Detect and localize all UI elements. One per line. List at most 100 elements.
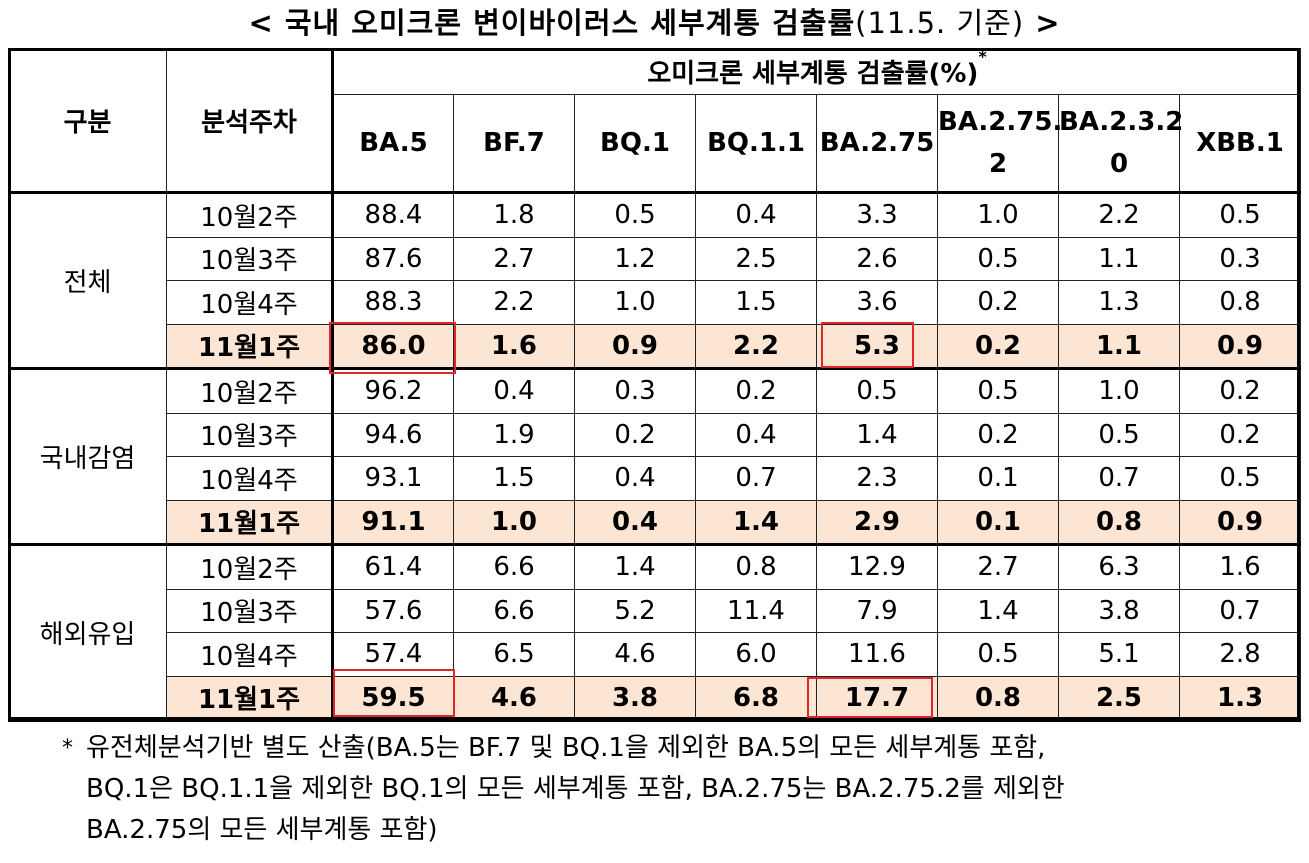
- footnote-marker: *: [62, 736, 73, 761]
- value-cell: 0.4: [574, 456, 696, 501]
- header-variant-line: BQ.1: [600, 128, 670, 158]
- value-cell: 96.2: [332, 368, 454, 414]
- value-cell: 2.5: [695, 236, 817, 281]
- value-cell: 0.2: [937, 412, 1059, 457]
- value-cell: 0.2: [1178, 412, 1302, 457]
- value-cell: 0.5: [937, 236, 1059, 281]
- value-cell: 3.8: [574, 675, 696, 722]
- value-cell: 11.6: [816, 632, 938, 677]
- header-variant: BA.2.75: [816, 94, 938, 194]
- value-cell: 0.7: [695, 456, 817, 501]
- table-row: 11월1주 59.5 4.6 3.8 6.8 17.7 0.8 2.5 1.3: [9, 675, 1302, 722]
- value-cell: 57.4: [332, 632, 454, 677]
- value-cell: 0.1: [937, 499, 1059, 546]
- value-cell: 1.5: [453, 456, 575, 501]
- week-cell: 10월3주: [166, 588, 334, 633]
- value-cell: 87.6: [332, 236, 454, 281]
- value-cell: 0.3: [1178, 236, 1302, 281]
- value-cell: 6.3: [1058, 544, 1180, 590]
- value-cell: 6.0: [695, 632, 817, 677]
- week-cell: 10월4주: [166, 632, 334, 677]
- footnote-text-1: 유전체분석기반 별도 산출(BA.5는 BF.7 및 BQ.1을 제외한 BA.…: [86, 733, 1046, 763]
- value-cell: 91.1: [332, 499, 454, 546]
- value-cell: 61.4: [332, 544, 454, 590]
- table-row: 10월4주 57.4 6.5 4.6 6.0 11.6 0.5 5.1 2.8: [9, 632, 1302, 677]
- week-cell: 10월2주: [166, 368, 334, 414]
- value-cell: 2.2: [453, 280, 575, 325]
- value-cell: 1.9: [453, 412, 575, 457]
- title-end: >: [1024, 6, 1061, 40]
- value-cell: 2.7: [937, 544, 1059, 590]
- value-cell: 0.2: [574, 412, 696, 457]
- value-cell: 0.2: [937, 323, 1059, 370]
- header-rate-mark: *: [978, 47, 987, 66]
- value-cell: 1.0: [574, 280, 696, 325]
- value-cell: 0.4: [453, 368, 575, 414]
- value-cell: 7.9: [816, 588, 938, 633]
- value-cell: 1.4: [695, 499, 817, 546]
- table-row: 11월1주 91.1 1.0 0.4 1.4 2.9 0.1 0.8 0.9: [9, 499, 1302, 546]
- week-cell: 11월1주: [166, 675, 334, 722]
- value-cell: 2.6: [816, 236, 938, 281]
- value-cell: 1.8: [453, 192, 575, 238]
- value-cell: 0.4: [695, 412, 817, 457]
- value-cell: 1.5: [695, 280, 817, 325]
- value-cell: 0.9: [1178, 323, 1302, 370]
- value-cell: 0.2: [695, 368, 817, 414]
- value-cell: 88.3: [332, 280, 454, 325]
- value-cell: 0.2: [1178, 368, 1302, 414]
- value-cell: 2.2: [1058, 192, 1180, 238]
- value-cell: 0.8: [695, 544, 817, 590]
- week-cell: 10월2주: [166, 544, 334, 590]
- value-cell: 0.1: [937, 456, 1059, 501]
- value-cell: 5.2: [574, 588, 696, 633]
- header-variant-line: BF.7: [483, 128, 545, 158]
- header-variant-line: BA.2.75: [819, 128, 935, 158]
- title-main: < 국내 오미크론 변이바이러스 세부계통 검출률: [248, 6, 856, 40]
- table-row: 10월3주 94.6 1.9 0.2 0.4 1.4 0.2 0.5 0.2: [9, 412, 1302, 457]
- value-cell: 0.5: [937, 632, 1059, 677]
- value-cell: 0.3: [574, 368, 696, 414]
- value-cell: 2.8: [1178, 632, 1302, 677]
- value-cell: 93.1: [332, 456, 454, 501]
- value-cell: 4.6: [453, 675, 575, 722]
- variant-detection-table: 구분 분석주차 오미크론 세부계통 검출률(%)* BA.5 BF.7 BQ.1 BQ…: [8, 47, 1302, 722]
- value-cell: 0.8: [1058, 499, 1180, 546]
- footnote-line-2: BQ.1은 BQ.1.1을 제외한 BQ.1의 모든 세부계통 포함, BA.2…: [86, 774, 1065, 804]
- header-variant: BA.5: [332, 94, 454, 194]
- header-variant: XBB.1: [1178, 94, 1302, 194]
- value-cell: 1.4: [574, 544, 696, 590]
- value-cell: 3.3: [816, 192, 938, 238]
- value-cell: 17.7: [816, 675, 938, 722]
- header-variant-line: BA.2.3.2: [1059, 107, 1184, 137]
- week-cell: 10월4주: [166, 456, 334, 501]
- table-row: 10월3주 57.6 6.6 5.2 11.4 7.9 1.4 3.8 0.7: [9, 588, 1302, 633]
- value-cell: 2.2: [695, 323, 817, 370]
- table-row: 10월4주 88.3 2.2 1.0 1.5 3.6 0.2 1.3 0.8: [9, 280, 1302, 325]
- value-cell: 5.3: [816, 323, 938, 370]
- value-cell: 4.6: [574, 632, 696, 677]
- page-title: < 국내 오미크론 변이바이러스 세부계통 검출률(11.5. 기준) >: [0, 2, 1309, 44]
- value-cell: 59.5: [332, 675, 454, 722]
- value-cell: 0.9: [1178, 499, 1302, 546]
- value-cell: 6.6: [453, 544, 575, 590]
- header-variant-line: BA.5: [359, 128, 428, 158]
- table-row: 10월4주 93.1 1.5 0.4 0.7 2.3 0.1 0.7 0.5: [9, 456, 1302, 501]
- value-cell: 0.4: [574, 499, 696, 546]
- table-row: 전체 10월2주 88.4 1.8 0.5 0.4 3.3 1.0 2.2 0.5: [8, 192, 1302, 370]
- value-cell: 0.4: [695, 192, 817, 238]
- value-cell: 6.5: [453, 632, 575, 677]
- value-cell: 1.1: [1058, 236, 1180, 281]
- table-row: 해외유입 10월2주 61.4 6.6 1.4 0.8 12.9 2.7 6.3 1.6: [8, 544, 1302, 722]
- header-rate: 오미크론 세부계통 검출률(%)*: [331, 47, 1302, 95]
- value-cell: 0.5: [1178, 456, 1302, 501]
- group-label: 해외유입: [8, 544, 167, 722]
- value-cell: 12.9: [816, 544, 938, 590]
- week-cell: 10월3주: [166, 412, 334, 457]
- footnote-line-3: BA.2.75의 모든 세부계통 포함): [86, 815, 438, 845]
- header-rate-label: 오미크론 세부계통 검출률(%): [647, 59, 979, 89]
- value-cell: 2.5: [1058, 675, 1180, 722]
- value-cell: 0.8: [1178, 280, 1302, 325]
- header-variant-line: BA.2.75.: [938, 107, 1063, 137]
- week-cell: 11월1주: [166, 499, 334, 546]
